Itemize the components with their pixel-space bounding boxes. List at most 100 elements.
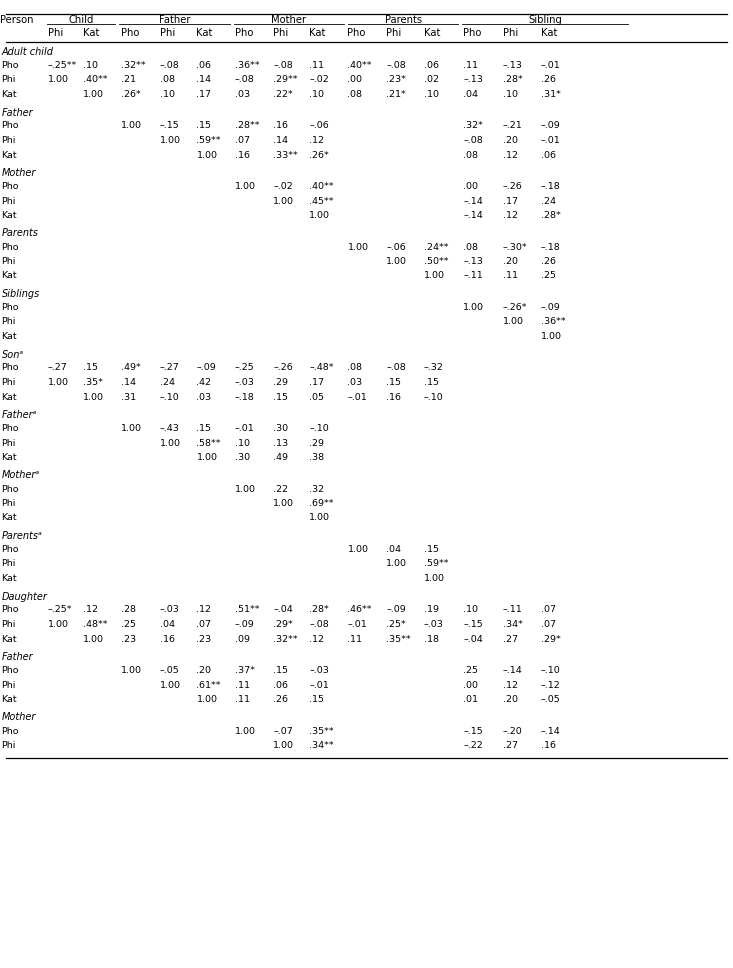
Text: Pho: Pho [1, 122, 19, 131]
Text: 1.00: 1.00 [503, 318, 524, 326]
Text: Phi: Phi [160, 28, 175, 38]
Text: .10: .10 [160, 90, 174, 99]
Text: 1.00: 1.00 [273, 197, 295, 205]
Text: .49*: .49* [121, 364, 141, 373]
Text: .14: .14 [121, 378, 136, 387]
Text: .12: .12 [503, 211, 517, 220]
Text: .25*: .25* [386, 620, 406, 629]
Text: 1.00: 1.00 [196, 150, 218, 160]
Text: –.10: –.10 [541, 666, 561, 675]
Text: Pho: Pho [1, 243, 19, 252]
Text: 1.00: 1.00 [48, 76, 69, 84]
Text: Phi: Phi [1, 499, 16, 508]
Text: .10: .10 [424, 90, 438, 99]
Text: .30: .30 [235, 453, 250, 462]
Text: .12: .12 [503, 681, 517, 689]
Text: Kat: Kat [1, 513, 17, 523]
Text: –.01: –.01 [541, 61, 561, 70]
Text: .23: .23 [121, 634, 136, 644]
Text: .33**: .33** [273, 150, 298, 160]
Text: 1.00: 1.00 [196, 695, 218, 704]
Text: –.09: –.09 [541, 122, 561, 131]
Text: –.21: –.21 [503, 122, 523, 131]
Text: Pho: Pho [1, 424, 19, 433]
Text: –.32: –.32 [424, 364, 443, 373]
Text: Pho: Pho [1, 666, 19, 675]
Text: –.14: –.14 [463, 197, 483, 205]
Text: –.08: –.08 [386, 61, 406, 70]
Text: –.11: –.11 [503, 606, 523, 615]
Text: –.05: –.05 [541, 695, 561, 704]
Text: Father: Father [159, 15, 190, 25]
Text: Adult child: Adult child [1, 47, 54, 57]
Text: –.01: –.01 [541, 136, 561, 145]
Text: –.10: –.10 [424, 392, 443, 402]
Text: –.09: –.09 [196, 364, 216, 373]
Text: Person: Person [0, 15, 34, 25]
Text: .36**: .36** [541, 318, 566, 326]
Text: Phi: Phi [1, 439, 16, 447]
Text: Pho: Pho [463, 28, 482, 38]
Text: .08: .08 [347, 364, 362, 373]
Text: .16: .16 [235, 150, 249, 160]
Text: .24: .24 [541, 197, 556, 205]
Text: 1.00: 1.00 [235, 727, 256, 736]
Text: –.18: –.18 [235, 392, 254, 402]
Text: .11: .11 [235, 695, 249, 704]
Text: –.13: –.13 [463, 257, 483, 266]
Text: –.27: –.27 [160, 364, 180, 373]
Text: Parentsᵃ: Parentsᵃ [1, 531, 43, 541]
Text: .28: .28 [121, 606, 136, 615]
Text: –.25**: –.25** [48, 61, 77, 70]
Text: .26*: .26* [309, 150, 329, 160]
Text: .17: .17 [309, 378, 324, 387]
Text: .61**: .61** [196, 681, 221, 689]
Text: .27: .27 [503, 741, 517, 750]
Text: .35*: .35* [83, 378, 103, 387]
Text: .36**: .36** [235, 61, 259, 70]
Text: –.03: –.03 [160, 606, 180, 615]
Text: –.15: –.15 [160, 122, 180, 131]
Text: –.06: –.06 [309, 122, 329, 131]
Text: Mother: Mother [1, 712, 36, 722]
Text: Pho: Pho [121, 28, 139, 38]
Text: .34*: .34* [503, 620, 523, 629]
Text: .12: .12 [309, 136, 324, 145]
Text: .40**: .40** [83, 76, 107, 84]
Text: –.03: –.03 [235, 378, 254, 387]
Text: .00: .00 [347, 76, 362, 84]
Text: Parents: Parents [1, 228, 38, 238]
Text: .12: .12 [503, 150, 517, 160]
Text: –.13: –.13 [463, 76, 483, 84]
Text: –.08: –.08 [235, 76, 254, 84]
Text: .13: .13 [273, 439, 289, 447]
Text: .49: .49 [273, 453, 288, 462]
Text: .11: .11 [347, 634, 362, 644]
Text: .40**: .40** [309, 182, 334, 191]
Text: Phi: Phi [1, 560, 16, 568]
Text: .29*: .29* [541, 634, 561, 644]
Text: .09: .09 [235, 634, 249, 644]
Text: .25: .25 [541, 271, 556, 281]
Text: Kat: Kat [1, 332, 17, 341]
Text: 1.00: 1.00 [273, 741, 295, 750]
Text: 1.00: 1.00 [235, 485, 256, 494]
Text: –.14: –.14 [463, 211, 483, 220]
Text: .08: .08 [463, 243, 478, 252]
Text: .15: .15 [196, 424, 211, 433]
Text: Phi: Phi [1, 76, 16, 84]
Text: .15: .15 [424, 378, 438, 387]
Text: –.08: –.08 [386, 364, 406, 373]
Text: Phi: Phi [1, 318, 16, 326]
Text: .35**: .35** [386, 634, 411, 644]
Text: Fatherᵃ: Fatherᵃ [1, 410, 37, 420]
Text: –.04: –.04 [463, 634, 483, 644]
Text: 1.00: 1.00 [541, 332, 562, 341]
Text: 1.00: 1.00 [160, 136, 181, 145]
Text: .22: .22 [273, 485, 288, 494]
Text: Phi: Phi [1, 620, 16, 629]
Text: .12: .12 [196, 606, 211, 615]
Text: Sibling: Sibling [528, 15, 562, 25]
Text: .19: .19 [424, 606, 438, 615]
Text: .16: .16 [541, 741, 556, 750]
